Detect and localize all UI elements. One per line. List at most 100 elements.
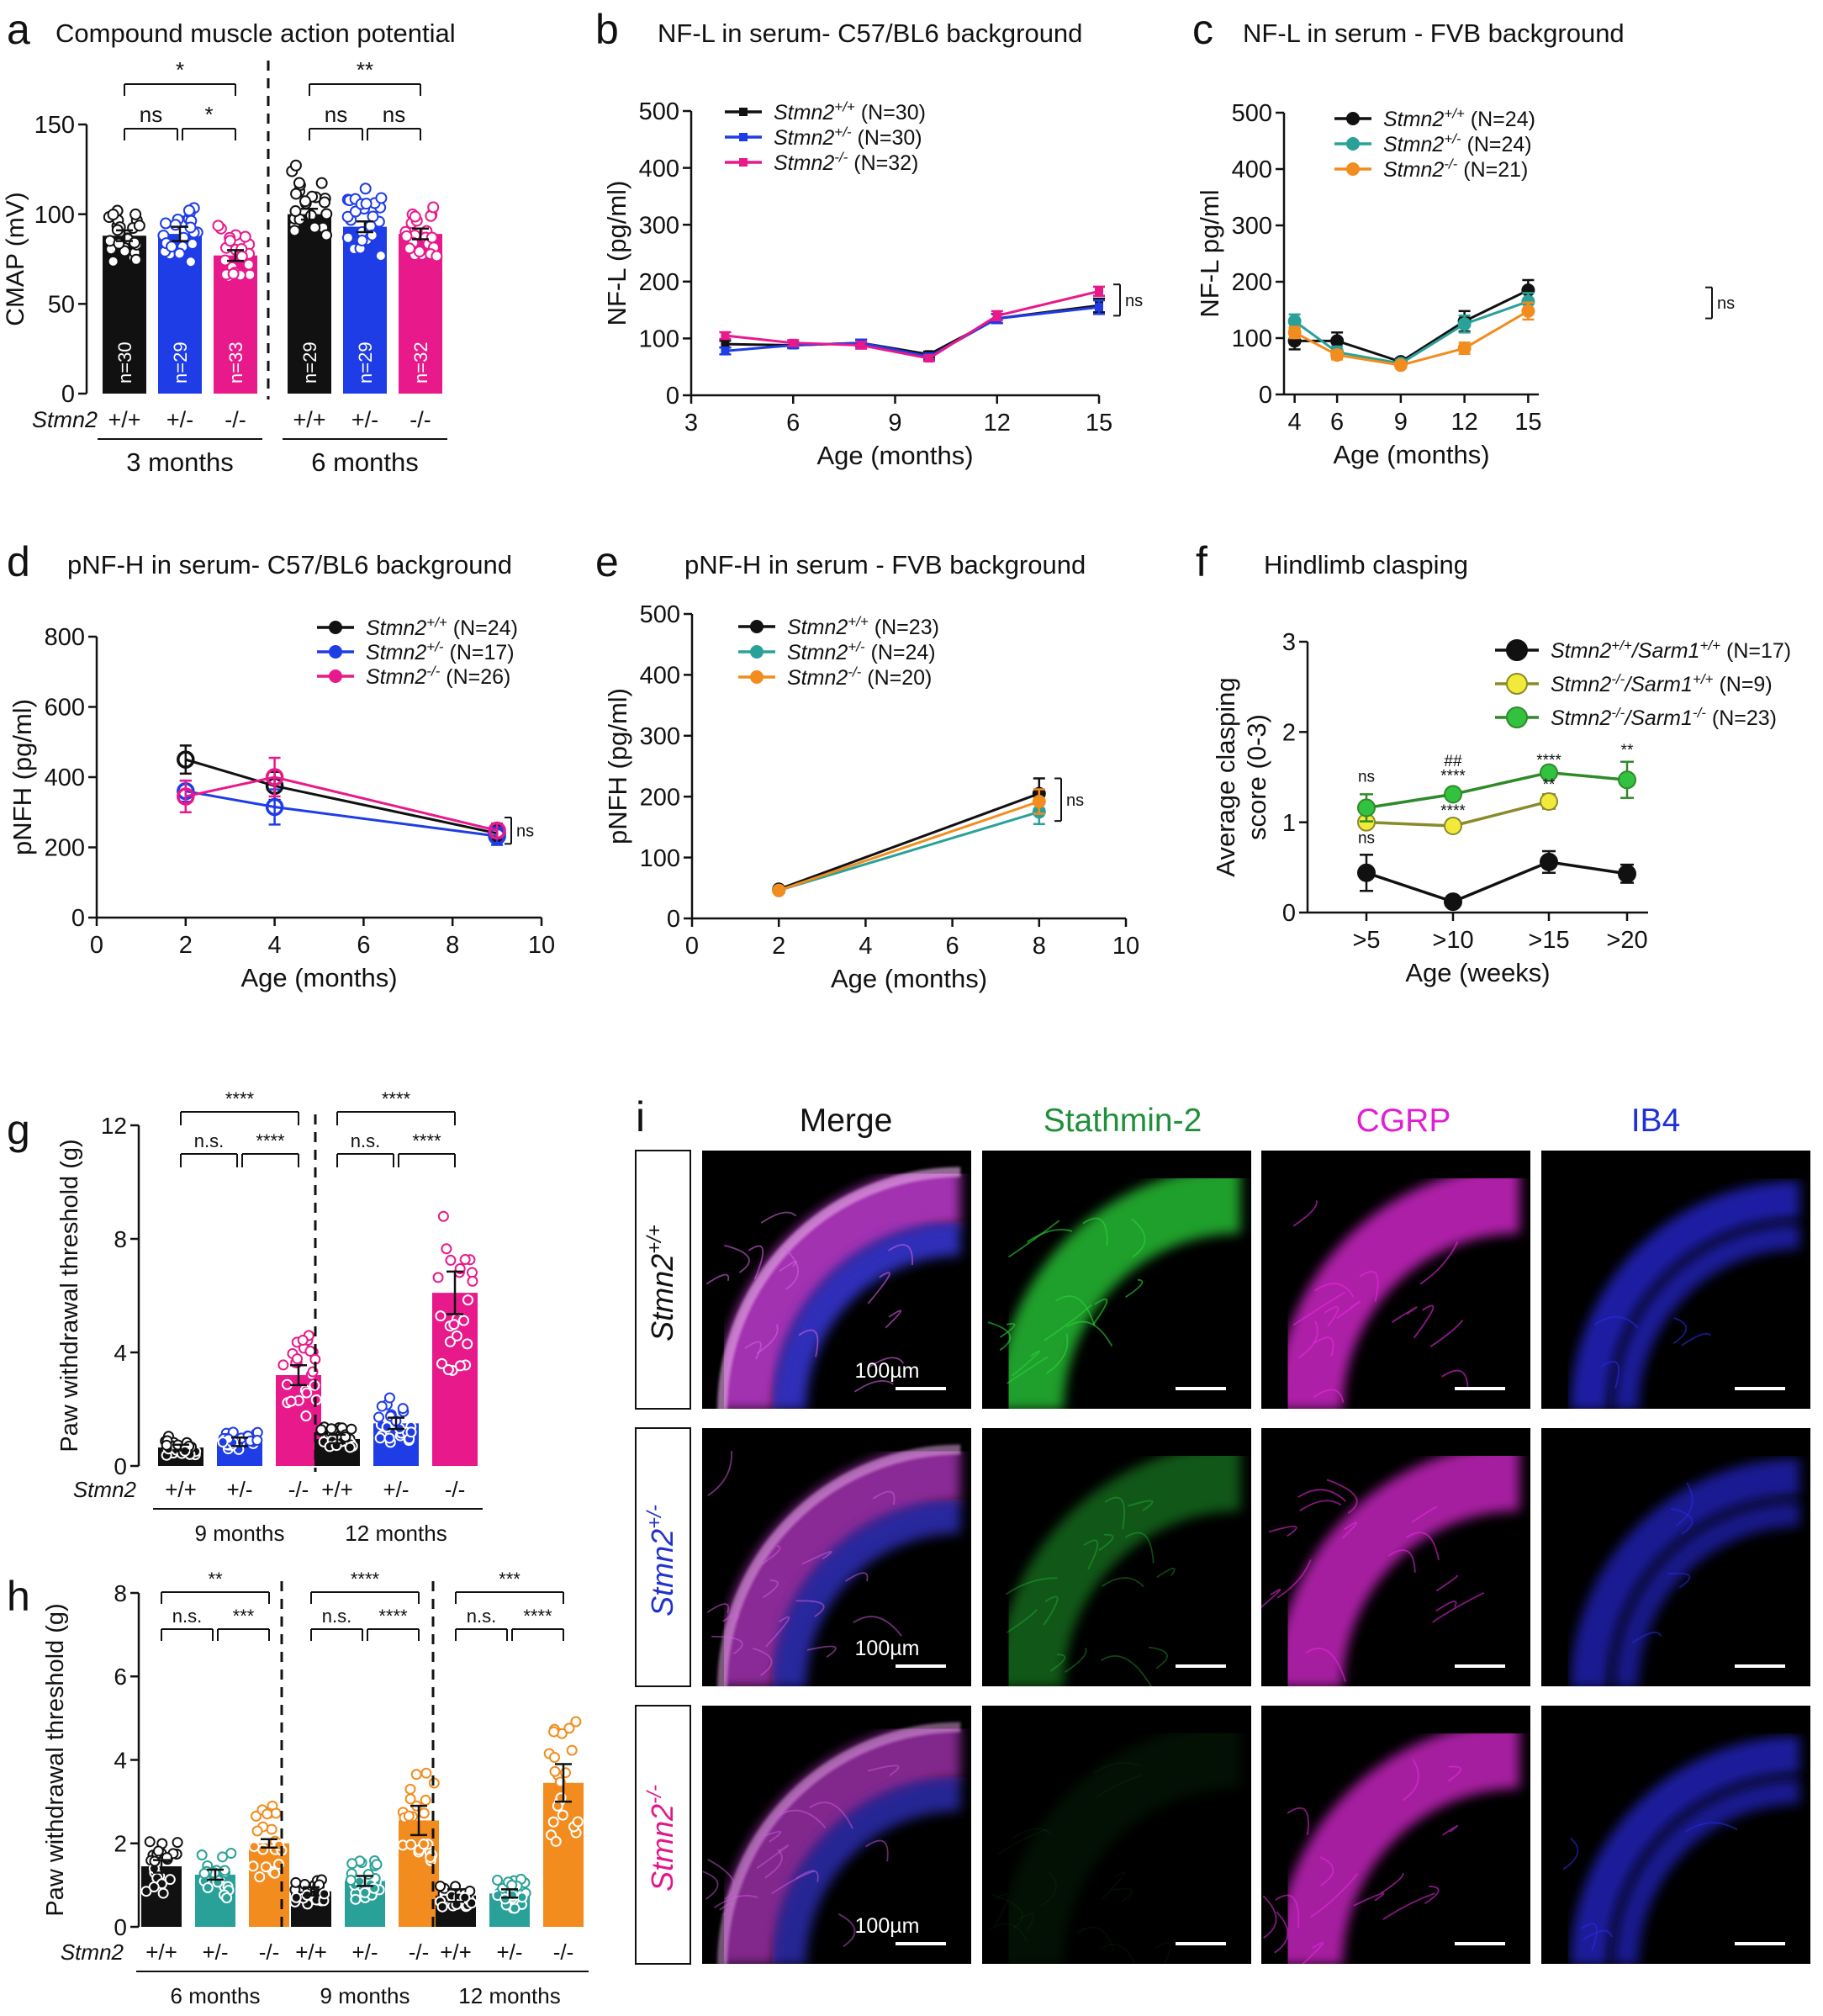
data-point bbox=[924, 354, 933, 363]
legend-marker bbox=[750, 670, 764, 684]
micrograph-Merge: 100µm bbox=[702, 1706, 971, 1964]
data-point bbox=[356, 235, 368, 247]
fibre bbox=[853, 1379, 894, 1393]
legend-marker bbox=[1506, 639, 1528, 661]
gene-label: Stmn2 bbox=[73, 1477, 137, 1502]
data-point bbox=[437, 1210, 449, 1222]
n-label: n=32 bbox=[410, 341, 431, 384]
data-point bbox=[1457, 317, 1472, 331]
fibre bbox=[775, 1809, 827, 1828]
fibre bbox=[1007, 1356, 1049, 1384]
genotype-label: +/+ bbox=[165, 1477, 197, 1502]
fibre bbox=[1341, 1521, 1358, 1539]
data-point bbox=[290, 1892, 302, 1903]
fibre bbox=[1149, 1646, 1168, 1669]
sig-label-top: **** bbox=[351, 1569, 380, 1590]
data-point bbox=[1095, 303, 1103, 312]
group-label: 3 months bbox=[126, 447, 234, 477]
micrograph-content bbox=[1562, 1736, 1800, 1964]
y-tick-label: 500 bbox=[639, 98, 679, 125]
legend-label: Stmn2+/+/Sarm1+/+ (N=17) bbox=[1551, 638, 1791, 663]
series-line bbox=[725, 305, 1100, 358]
sig-label-top: **** bbox=[225, 1088, 255, 1109]
data-point bbox=[277, 1359, 289, 1371]
data-point bbox=[359, 183, 372, 195]
data-point bbox=[488, 821, 506, 840]
data-point bbox=[198, 1868, 210, 1880]
data-point bbox=[425, 231, 438, 244]
data-point bbox=[435, 1881, 447, 1892]
y-tick-label: 200 bbox=[1232, 269, 1272, 296]
y-tick-label: 4 bbox=[114, 1340, 127, 1366]
x-tick-label: 8 bbox=[446, 932, 459, 959]
fibre bbox=[1313, 1389, 1345, 1403]
sig-label-top: ** bbox=[208, 1569, 223, 1590]
data-point bbox=[345, 1875, 357, 1886]
data-point bbox=[244, 268, 256, 281]
x-tick-label: 6 bbox=[946, 933, 959, 960]
y-tick-label: 2 bbox=[1282, 719, 1296, 746]
data-point bbox=[224, 235, 236, 247]
fibre bbox=[988, 1923, 1028, 1943]
legend-marker bbox=[329, 621, 342, 634]
fibre bbox=[1631, 1631, 1662, 1643]
genotype-label: +/+ bbox=[145, 1939, 177, 1965]
y-tick-label: 100 bbox=[640, 845, 680, 872]
data-point bbox=[516, 1892, 528, 1903]
y-tick-label: 200 bbox=[45, 835, 85, 862]
data-point bbox=[319, 1888, 330, 1900]
sig-label: ns bbox=[1717, 294, 1735, 313]
data-point bbox=[721, 347, 730, 356]
row-label-box bbox=[635, 1705, 691, 1965]
fibre bbox=[1043, 1595, 1059, 1626]
n-label: n=30 bbox=[114, 341, 135, 384]
data-point bbox=[346, 1858, 358, 1870]
x-tick-label: 10 bbox=[1112, 933, 1139, 960]
data-point bbox=[1618, 770, 1636, 790]
data-point bbox=[133, 220, 145, 232]
data-point bbox=[173, 247, 186, 260]
x-tick-label: 15 bbox=[1086, 410, 1112, 437]
y-tick-label: 6 bbox=[114, 1664, 127, 1690]
series-line bbox=[778, 800, 1040, 892]
fibre bbox=[764, 1849, 783, 1879]
fibre bbox=[1041, 1871, 1057, 1907]
fibre bbox=[1287, 1807, 1309, 1835]
group-label: 9 months bbox=[320, 1983, 410, 2008]
data-point bbox=[184, 256, 197, 268]
micrograph-Merge: 100µm bbox=[702, 1151, 971, 1409]
y-tick-label: 150 bbox=[34, 112, 75, 139]
legend-marker bbox=[1506, 673, 1528, 695]
data-point bbox=[432, 1272, 444, 1283]
genotype-label: -/- bbox=[553, 1939, 574, 1965]
micrograph-content bbox=[1261, 1443, 1520, 1686]
series-line bbox=[725, 289, 1100, 360]
data-point bbox=[1521, 304, 1535, 318]
y-tick-label: 0 bbox=[61, 381, 75, 408]
y-tick-label: 0 bbox=[1282, 900, 1296, 927]
x-axis-label: Age (months) bbox=[831, 964, 987, 993]
data-point bbox=[107, 209, 119, 221]
data-point bbox=[325, 1423, 337, 1435]
legend-label: Stmn2-/-/Sarm1-/- (N=23) bbox=[1551, 705, 1777, 730]
fibre bbox=[1593, 1315, 1639, 1329]
data-point bbox=[1444, 816, 1462, 835]
gene-label: Stmn2 bbox=[61, 1939, 124, 1965]
data-point bbox=[462, 1338, 473, 1350]
y-tick-label: 300 bbox=[1232, 213, 1272, 240]
data-point bbox=[458, 1315, 470, 1326]
panel-letter: b bbox=[595, 6, 619, 53]
data-point bbox=[172, 1837, 183, 1849]
data-point bbox=[129, 208, 142, 220]
x-tick-label: 12 bbox=[1450, 409, 1477, 436]
fibre bbox=[1582, 1929, 1613, 1941]
data-point bbox=[260, 1861, 272, 1873]
fibre bbox=[1382, 1892, 1435, 1920]
data-point bbox=[400, 230, 413, 242]
sig-label: ns bbox=[383, 102, 405, 127]
data-point bbox=[318, 196, 330, 209]
lamina-signal bbox=[996, 1443, 1241, 1686]
data-point bbox=[309, 221, 321, 234]
data-point bbox=[549, 1765, 561, 1777]
data-point bbox=[1444, 785, 1462, 804]
